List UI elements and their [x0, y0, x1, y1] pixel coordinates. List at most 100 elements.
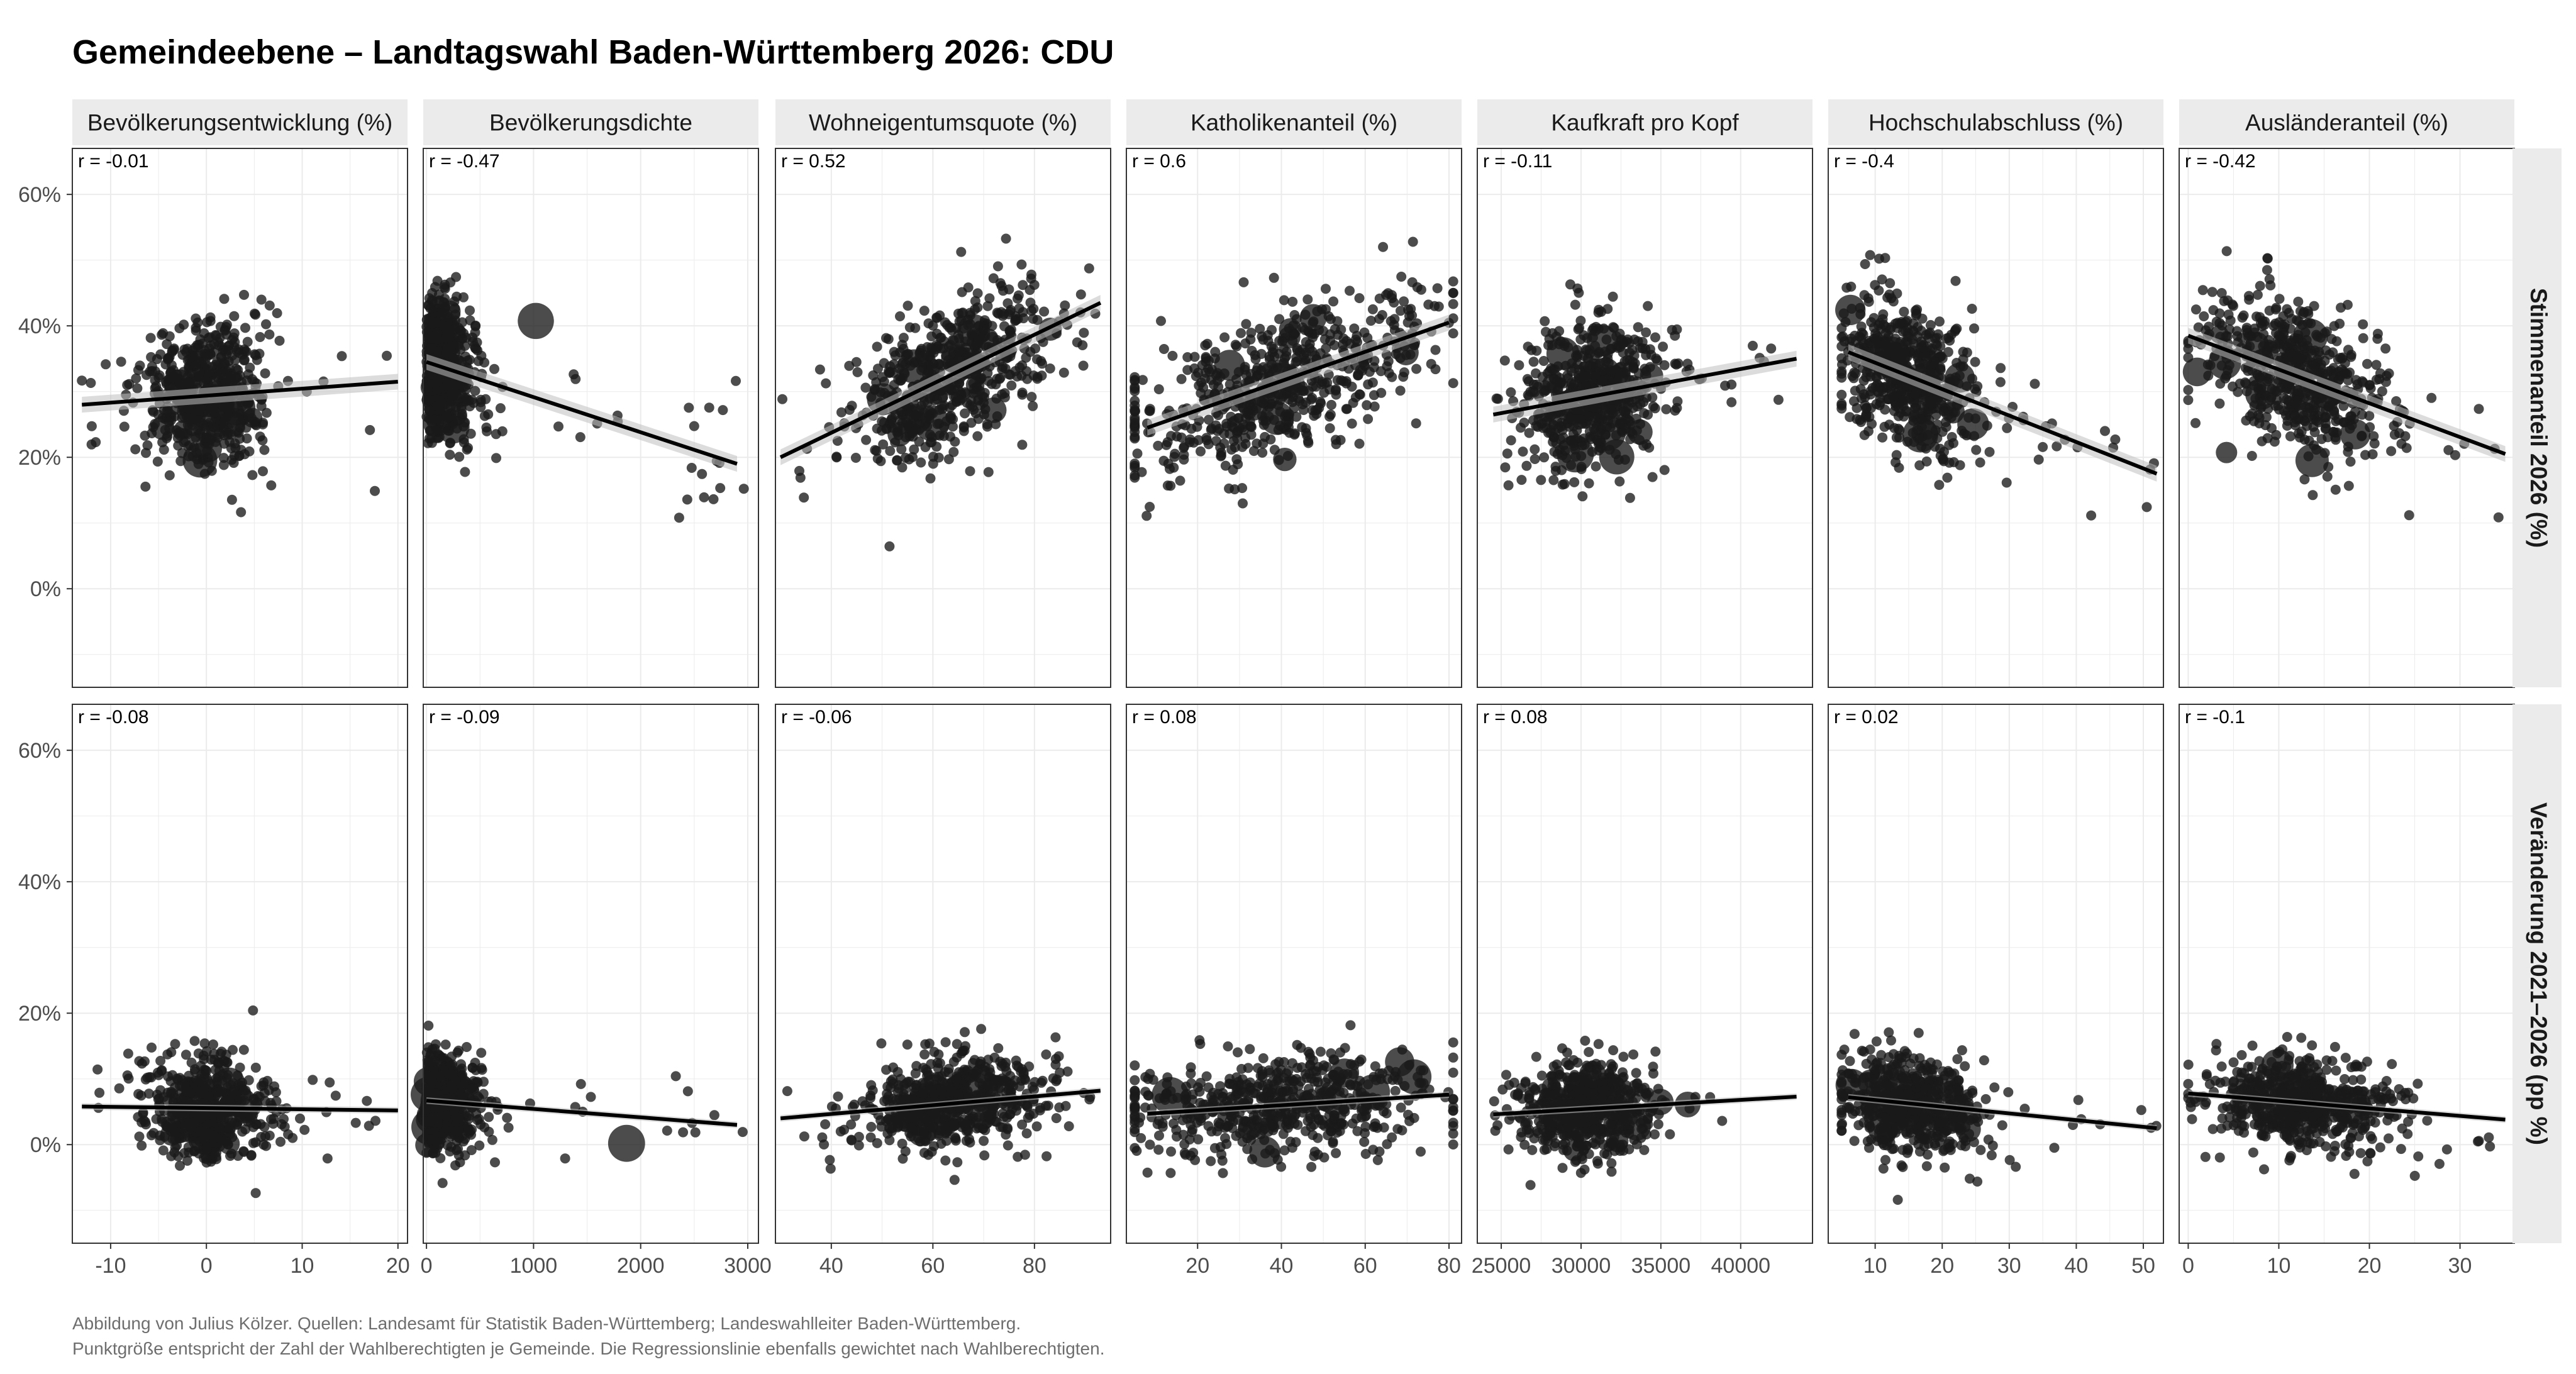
- data-point: [215, 321, 226, 332]
- data-point: [179, 1148, 190, 1158]
- data-point: [976, 1024, 987, 1034]
- data-point: [1075, 289, 1086, 300]
- data-point: [182, 343, 193, 354]
- data-point: [425, 394, 435, 405]
- data-point: [464, 1111, 475, 1121]
- data-point: [123, 1048, 133, 1059]
- data-point: [1269, 445, 1280, 455]
- data-point: [1013, 314, 1023, 324]
- data-point: [238, 1044, 249, 1055]
- data-point: [1325, 409, 1336, 420]
- data-point: [182, 411, 192, 422]
- data-point: [925, 473, 936, 484]
- data-point: [662, 1126, 672, 1136]
- data-point: [987, 321, 997, 331]
- data-point: [1041, 1151, 1052, 1161]
- data-point: [897, 373, 908, 384]
- data-point: [243, 1075, 254, 1085]
- data-point: [1261, 416, 1272, 426]
- data-point: [943, 454, 954, 465]
- data-point: [164, 423, 175, 434]
- data-point: [969, 383, 979, 394]
- data-point: [86, 378, 96, 388]
- data-point: [1185, 1068, 1196, 1079]
- data-point: [433, 308, 444, 319]
- data-point: [960, 1027, 970, 1038]
- data-point: [325, 1077, 335, 1088]
- data-point: [979, 1150, 990, 1161]
- data-point: [1355, 389, 1365, 400]
- data-point: [953, 343, 964, 354]
- data-point: [473, 356, 484, 367]
- data-point: [157, 1065, 167, 1075]
- data-point: [1233, 459, 1243, 470]
- data-point: [872, 453, 883, 464]
- data-point: [1331, 1148, 1341, 1158]
- data-point: [1407, 277, 1418, 287]
- data-point: [1346, 381, 1357, 392]
- data-point: [495, 403, 506, 414]
- data-point: [1145, 404, 1155, 414]
- data-point: [448, 383, 458, 394]
- data-point: [456, 401, 467, 412]
- data-point: [428, 1115, 438, 1125]
- data-point: [861, 435, 872, 445]
- data-point: [167, 1122, 178, 1133]
- data-point: [92, 1064, 103, 1075]
- data-point: [145, 333, 156, 343]
- data-point: [1154, 1130, 1164, 1141]
- data-point: [130, 444, 141, 455]
- data-point: [214, 1122, 225, 1133]
- data-point: [453, 323, 464, 333]
- data-point: [1241, 319, 1252, 330]
- data-point: [86, 421, 97, 431]
- data-point: [258, 1139, 269, 1150]
- x-tick-label: 60: [921, 1254, 945, 1278]
- data-point: [237, 1126, 248, 1137]
- data-point: [453, 1150, 464, 1161]
- facet-strip-label-1: Bevölkerungsdichte: [489, 110, 692, 136]
- data-point: [252, 1097, 262, 1107]
- data-point: [1215, 442, 1226, 453]
- data-point: [1058, 367, 1069, 378]
- facet-strip-label-3: Katholikenanteil (%): [1191, 110, 1397, 136]
- data-point: [201, 1143, 212, 1154]
- regression-line: [82, 380, 398, 407]
- data-point: [201, 432, 211, 443]
- data-point: [699, 492, 709, 502]
- data-point: [208, 1039, 218, 1050]
- data-point: [264, 329, 275, 340]
- data-point: [257, 435, 268, 446]
- data-point: [836, 407, 847, 418]
- data-point: [586, 1092, 596, 1102]
- data-point: [452, 291, 462, 302]
- data-point: [244, 446, 255, 457]
- data-point: [1326, 399, 1336, 410]
- panel-border: [72, 148, 408, 688]
- data-point: [201, 1066, 212, 1076]
- data-point: [247, 470, 258, 480]
- data-point: [227, 1132, 238, 1143]
- data-point: [1041, 1049, 1052, 1060]
- data-point: [255, 332, 265, 342]
- regression-line: [82, 1104, 398, 1112]
- data-point: [881, 423, 892, 434]
- data-point: [1130, 433, 1140, 444]
- data-point: [163, 406, 174, 416]
- data-point: [1288, 328, 1299, 339]
- data-point: [674, 512, 684, 523]
- data-point: [243, 1090, 254, 1101]
- data-point: [575, 432, 586, 443]
- data-point: [960, 387, 970, 397]
- data-point: [175, 378, 186, 389]
- data-point: [502, 1112, 513, 1123]
- correlation-label: r = 0.6: [1132, 151, 1186, 172]
- data-point: [190, 360, 201, 371]
- data-point: [264, 300, 275, 311]
- data-point: [1345, 1020, 1356, 1031]
- data-point: [1001, 1129, 1011, 1140]
- data-point: [1377, 310, 1387, 320]
- data-point: [444, 324, 455, 335]
- data-point: [219, 410, 245, 437]
